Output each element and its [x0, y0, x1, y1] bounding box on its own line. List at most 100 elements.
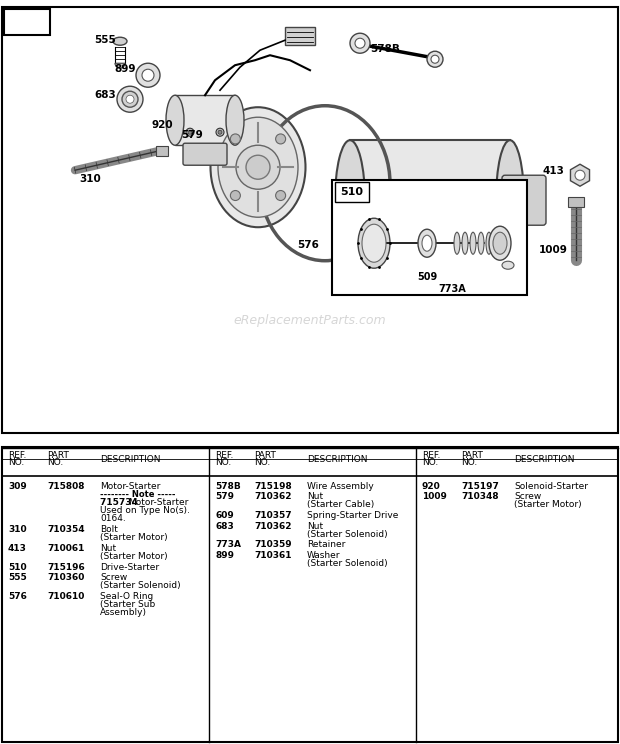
Text: NO.: NO.	[47, 458, 63, 466]
Bar	[4, 9, 50, 35]
Bar	[175, 95, 235, 145]
Text: 899: 899	[215, 551, 234, 560]
Text: Bolt: Bolt	[100, 525, 118, 534]
Text: 309: 309	[14, 16, 40, 29]
Text: DESCRIPTION: DESCRIPTION	[100, 455, 161, 464]
Circle shape	[186, 128, 194, 136]
Text: NO.: NO.	[8, 458, 24, 466]
Text: 710362: 710362	[254, 493, 291, 501]
Text: 920: 920	[422, 481, 441, 490]
Circle shape	[395, 266, 407, 278]
Text: 310: 310	[79, 174, 101, 185]
Ellipse shape	[335, 140, 365, 260]
Text: 609: 609	[215, 511, 234, 520]
Circle shape	[431, 55, 439, 63]
Text: PART: PART	[47, 451, 69, 460]
Circle shape	[470, 266, 482, 278]
Text: 579: 579	[181, 130, 203, 140]
Circle shape	[136, 63, 160, 87]
Circle shape	[231, 134, 241, 144]
Text: Seal-O Ring: Seal-O Ring	[100, 592, 153, 601]
Text: 683: 683	[215, 522, 234, 530]
Text: Motor-Starter: Motor-Starter	[100, 481, 161, 490]
Text: Drive-Starter: Drive-Starter	[100, 562, 159, 571]
Text: 710354: 710354	[47, 525, 84, 534]
Ellipse shape	[113, 37, 127, 45]
Circle shape	[216, 128, 224, 136]
Ellipse shape	[502, 261, 514, 269]
Text: (Starter Cable): (Starter Cable)	[307, 501, 374, 510]
Text: Used on Type No(s).: Used on Type No(s).	[100, 506, 190, 515]
Text: Washer: Washer	[307, 551, 340, 560]
Circle shape	[427, 51, 443, 67]
Text: (Starter Motor): (Starter Motor)	[100, 552, 167, 561]
Text: Motor-Starter: Motor-Starter	[128, 498, 188, 507]
Text: Nut: Nut	[100, 544, 116, 553]
Ellipse shape	[218, 118, 298, 217]
FancyBboxPatch shape	[502, 176, 546, 225]
Text: eReplacementParts.com: eReplacementParts.com	[234, 314, 386, 327]
Ellipse shape	[362, 224, 386, 262]
Text: 710362: 710362	[254, 522, 291, 530]
Text: 0164.: 0164.	[100, 514, 126, 523]
Ellipse shape	[493, 232, 507, 254]
Text: 1009: 1009	[422, 493, 447, 501]
FancyBboxPatch shape	[458, 258, 494, 280]
Circle shape	[350, 33, 370, 54]
Ellipse shape	[211, 107, 306, 227]
Circle shape	[126, 95, 134, 103]
Ellipse shape	[486, 232, 492, 254]
Ellipse shape	[496, 140, 524, 260]
Circle shape	[355, 38, 365, 48]
Text: (Starter Solenoid): (Starter Solenoid)	[100, 581, 180, 591]
Text: 715197: 715197	[461, 481, 499, 490]
Text: Assembly): Assembly)	[100, 609, 147, 618]
Bar	[350, 140, 510, 260]
Bar	[332, 180, 527, 295]
Text: (Starter Motor): (Starter Motor)	[514, 501, 582, 510]
Circle shape	[218, 130, 222, 134]
Text: (Starter Sub: (Starter Sub	[100, 600, 155, 609]
Text: Screw: Screw	[514, 493, 541, 501]
Text: NO.: NO.	[461, 458, 477, 466]
Text: 715808: 715808	[47, 481, 84, 490]
Ellipse shape	[358, 218, 390, 269]
Text: (Starter Solenoid): (Starter Solenoid)	[307, 530, 388, 539]
Text: 920: 920	[151, 121, 173, 130]
Text: 509: 509	[417, 272, 437, 282]
Text: 555: 555	[8, 573, 27, 583]
Ellipse shape	[166, 95, 184, 145]
Circle shape	[246, 155, 270, 179]
Text: PART: PART	[461, 451, 483, 460]
FancyBboxPatch shape	[383, 258, 419, 280]
Text: 710348: 710348	[461, 493, 498, 501]
Ellipse shape	[502, 232, 508, 254]
Text: -------- Note -----: -------- Note -----	[100, 490, 175, 498]
Text: (Starter Motor): (Starter Motor)	[100, 533, 167, 542]
Text: 579: 579	[215, 493, 234, 501]
Text: 899: 899	[114, 64, 136, 74]
Text: Wire Assembly: Wire Assembly	[307, 481, 374, 490]
Text: Solenoid-Starter: Solenoid-Starter	[514, 481, 588, 490]
Text: DESCRIPTION: DESCRIPTION	[307, 455, 368, 464]
Text: 773A: 773A	[438, 284, 466, 294]
Ellipse shape	[494, 232, 500, 254]
Ellipse shape	[489, 226, 511, 260]
Text: Retainer: Retainer	[307, 540, 345, 549]
Bar	[285, 28, 315, 45]
Ellipse shape	[418, 229, 436, 257]
Text: (Starter Solenoid): (Starter Solenoid)	[307, 559, 388, 568]
Bar	[156, 147, 168, 156]
Text: 710610: 710610	[47, 592, 84, 601]
Text: 773A: 773A	[215, 540, 241, 549]
Text: 710360: 710360	[47, 573, 84, 583]
Text: REF.: REF.	[422, 451, 440, 460]
Text: 683: 683	[94, 90, 116, 100]
Text: 710361: 710361	[254, 551, 291, 560]
Text: PART: PART	[254, 451, 276, 460]
Text: Spring-Starter Drive: Spring-Starter Drive	[307, 511, 399, 520]
Text: 715196: 715196	[47, 562, 85, 571]
Ellipse shape	[422, 235, 432, 251]
Text: 555: 555	[94, 35, 116, 45]
Text: 578B: 578B	[215, 481, 241, 490]
